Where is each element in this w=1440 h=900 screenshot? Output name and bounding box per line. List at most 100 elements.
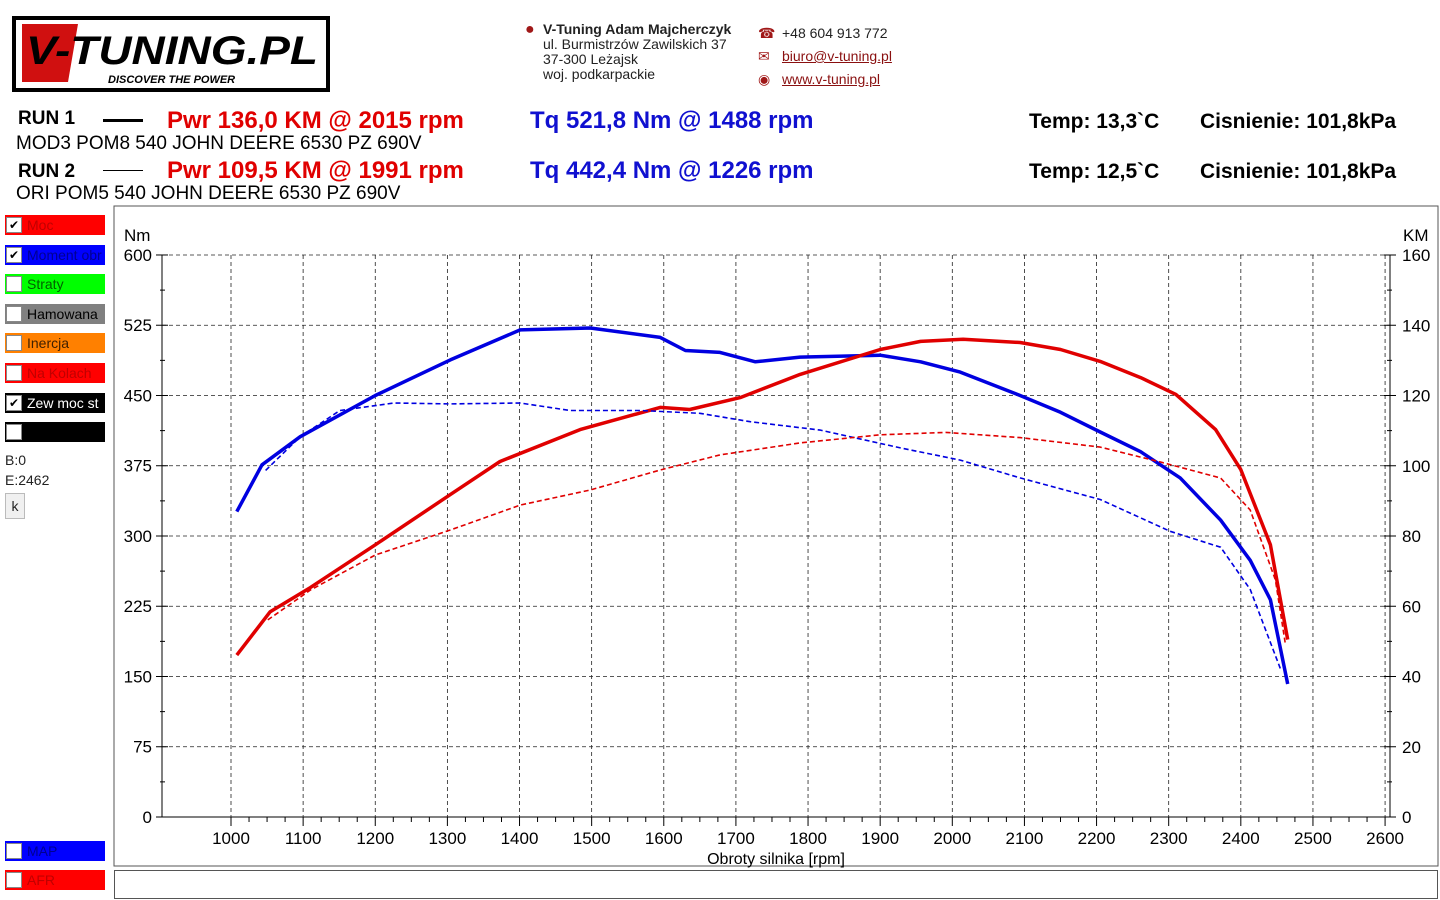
phone: +48 604 913 772	[782, 25, 888, 41]
y-left-tick-label: 300	[124, 527, 152, 546]
series-toggle[interactable]: Inercja	[5, 333, 105, 354]
y-right-tick-label: 140	[1402, 316, 1430, 335]
run1-line-sample	[103, 119, 143, 122]
y-left-tick-label: 525	[124, 316, 152, 335]
y-right-tick-label: 120	[1402, 387, 1430, 406]
y-right-tick-label: 100	[1402, 457, 1430, 476]
svg-text:DISCOVER THE POWER: DISCOVER THE POWER	[108, 74, 235, 86]
checkbox[interactable]	[6, 305, 22, 322]
run2-torque: Tq 442,4 Nm @ 1226 rpm	[530, 157, 814, 184]
email-link[interactable]: biuro@v-tuning.pl	[782, 48, 892, 64]
x-tick-label: 1700	[717, 829, 755, 848]
company-name: V-Tuning Adam Majcherczyk	[543, 21, 732, 37]
street: ul. Burmistrzów Zawilskich 37	[543, 36, 727, 52]
run2-label: RUN 2	[18, 161, 76, 182]
series-toggle[interactable]: ✔ Zew moc st	[5, 392, 105, 413]
web-link[interactable]: www.v-tuning.pl	[782, 71, 881, 87]
y-right-tick-label: 80	[1402, 527, 1421, 546]
y-right-tick-label: 160	[1402, 246, 1430, 265]
y-right-label: KM	[1403, 226, 1429, 245]
checkbox[interactable]	[6, 424, 22, 441]
x-tick-label: 2500	[1294, 829, 1332, 848]
run2-desc: ORI POM5 540 JOHN DEERE 6530 PZ 690V	[16, 183, 401, 204]
contact-address: ● V-Tuning Adam Majcherczyk ul. Burmistr…	[525, 22, 731, 82]
run2-power: Pwr 109,5 KM @ 1991 rpm	[167, 157, 464, 184]
toggle-label: Inercja	[27, 335, 70, 352]
y-left-tick-label: 0	[143, 808, 152, 827]
checkbox[interactable]	[6, 365, 22, 381]
x-tick-label: 1400	[501, 829, 539, 848]
toggle-label: AFR	[27, 872, 55, 888]
series-toggle[interactable]: Hamowana	[5, 303, 105, 324]
x-tick-label: 1600	[645, 829, 683, 848]
run1-torque: Tq 521,8 Nm @ 1488 rpm	[530, 107, 814, 134]
run2-line-sample	[103, 170, 143, 171]
series-toggle[interactable]: MAP	[5, 841, 105, 861]
series-toggle[interactable]: AFR	[5, 870, 105, 890]
series-line-run2-torque	[265, 402, 1282, 670]
run2-pressure: Cisnienie: 101,8kPa	[1200, 160, 1397, 183]
y-left-label: Nm	[124, 226, 150, 245]
run1-temp: Temp: 13,3`C	[1029, 110, 1160, 133]
plot-frame	[113, 205, 1439, 867]
y-right-tick-label: 40	[1402, 668, 1421, 687]
toggle-label: Moment obr	[27, 246, 102, 263]
phone-icon: ☎	[758, 25, 776, 41]
series-toggle[interactable]	[5, 422, 105, 443]
toggle-label: Hamowana	[27, 305, 98, 322]
x-tick-label: 2400	[1222, 829, 1260, 848]
x-axis-label: Obroty silnika [rpm]	[707, 851, 845, 868]
x-tick-label: 2300	[1150, 829, 1188, 848]
series-toggle[interactable]: ✔ Moc	[5, 215, 105, 235]
x-tick-label: 2100	[1006, 829, 1044, 848]
end-readout: E:2462	[5, 472, 50, 488]
x-tick-label: 1100	[285, 829, 322, 848]
series-toggle[interactable]: ✔ Moment obr	[5, 244, 105, 265]
globe-icon: ◉	[758, 71, 771, 87]
series-line-run1-power	[235, 337, 1290, 657]
region: woj. podkarpackie	[543, 66, 656, 82]
bottom-chart-strip	[114, 870, 1438, 899]
y-left-tick-label: 150	[124, 667, 152, 686]
k-button[interactable]: k	[5, 493, 25, 519]
toggle-label: Zew moc st	[27, 394, 99, 411]
series-line-run1-torque	[235, 326, 1290, 685]
checkbox[interactable]	[6, 843, 22, 859]
v-tuning-logo: V-TUNING.PL DISCOVER THE POWER	[12, 16, 330, 92]
run1-pressure: Cisnienie: 101,8kPa	[1200, 110, 1397, 133]
run1-power: Pwr 136,0 KM @ 2015 rpm	[167, 107, 464, 134]
x-tick-label: 1500	[573, 829, 611, 848]
y-right-tick-label: 60	[1402, 597, 1421, 616]
begin-readout: B:0	[5, 452, 27, 468]
checkbox[interactable]	[6, 276, 22, 293]
toggle-label: Moc	[27, 217, 54, 233]
series-toggle[interactable]: Na Kolach	[5, 363, 105, 383]
y-left-tick-label: 375	[124, 457, 152, 476]
checkbox[interactable]: ✔	[6, 217, 22, 233]
x-tick-label: 2000	[933, 829, 971, 848]
checkbox[interactable]: ✔	[6, 246, 22, 263]
x-tick-label: 1900	[861, 829, 899, 848]
city: 37-300 Leżajsk	[543, 51, 638, 67]
y-left-tick-label: 600	[124, 246, 152, 265]
toggle-label: MAP	[27, 843, 58, 859]
x-tick-label: 2200	[1078, 829, 1116, 848]
checkbox[interactable]	[6, 335, 22, 352]
checkbox[interactable]: ✔	[6, 394, 22, 411]
checkbox[interactable]	[6, 872, 22, 888]
series-toggle[interactable]: Straty	[5, 274, 105, 295]
y-left-tick-label: 225	[124, 597, 152, 616]
run1-label: RUN 1	[18, 108, 76, 129]
x-tick-label: 1800	[789, 829, 827, 848]
mail-icon: ✉	[758, 48, 770, 64]
y-right-tick-label: 20	[1402, 738, 1421, 757]
toggle-label: Straty	[27, 276, 64, 293]
x-tick-label: 1000	[212, 829, 250, 848]
location-pin-icon: ●	[525, 21, 535, 38]
y-left-tick-label: 450	[124, 386, 152, 405]
x-tick-label: 2600	[1366, 829, 1404, 848]
contact-links: ☎ +48 604 913 772 ✉ biuro@v-tuning.pl ◉ www…	[758, 22, 892, 91]
run1-desc: MOD3 POM8 540 JOHN DEERE 6530 PZ 690V	[16, 133, 422, 154]
series-line-run2-power	[267, 431, 1287, 646]
